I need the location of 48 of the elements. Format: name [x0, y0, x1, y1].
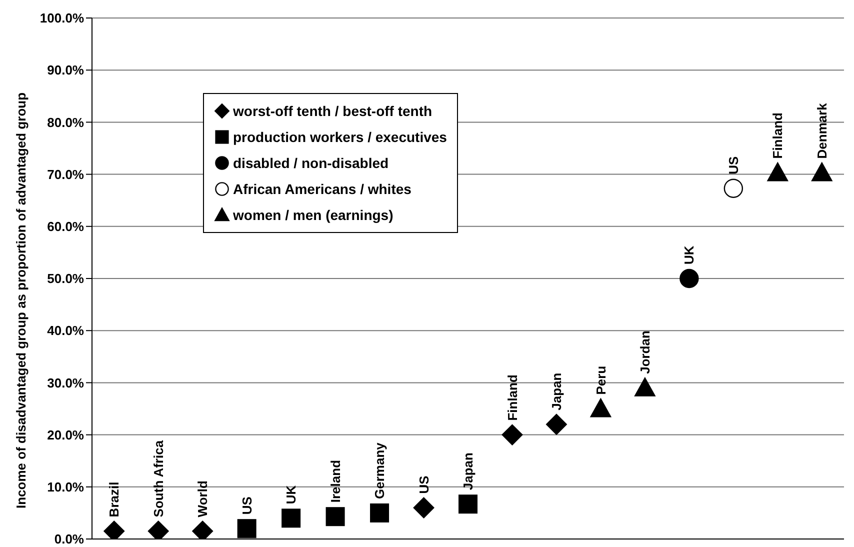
legend-label: disabled / non-disabled: [233, 155, 389, 171]
data-label: Ireland: [328, 460, 343, 503]
point: [458, 494, 478, 514]
data-label: US: [726, 156, 741, 174]
data-label: US: [239, 496, 254, 515]
y-tick-label: 90.0%: [47, 62, 84, 78]
point: [590, 398, 612, 418]
point: [370, 503, 390, 522]
point: [237, 519, 256, 538]
y-tick-label: 50.0%: [47, 271, 84, 286]
data-label: US: [416, 475, 432, 494]
y-tick-label: 40.0%: [47, 323, 84, 338]
data-label: Japan: [549, 372, 564, 410]
point: [811, 162, 832, 182]
data-label: UK: [682, 245, 697, 264]
point: [724, 178, 744, 198]
y-axis-title: Income of disadvantaged group as proportion of advantaged group: [14, 92, 29, 508]
data-label: Finland: [770, 112, 786, 159]
legend-label: women / men (earnings): [233, 207, 394, 223]
data-label: Finland: [504, 374, 520, 421]
point: [634, 377, 656, 396]
y-tick-label: 80.0%: [47, 114, 84, 130]
data-label: Jordan: [637, 330, 652, 374]
y-tick-label: 100.0%: [40, 10, 84, 26]
y-tick-label: 10.0%: [47, 480, 84, 495]
legend-label: production workers / executives: [233, 129, 447, 145]
legend-label: African Americans / whites: [233, 181, 412, 197]
data-label: Peru: [593, 366, 608, 395]
y-tick-label: 60.0%: [47, 219, 84, 234]
data-label: Germany: [372, 442, 388, 499]
data-label: Denmark: [814, 102, 830, 159]
y-tick-label: 20.0%: [47, 427, 84, 442]
point: [326, 507, 345, 526]
point: [413, 497, 434, 518]
legend-label: worst-off tenth / best-off tenth: [233, 103, 432, 119]
data-label: World: [195, 480, 210, 518]
point: [767, 162, 788, 182]
data-label: Japan: [460, 452, 476, 490]
point: [680, 268, 699, 288]
data-label: UK: [284, 484, 299, 504]
y-tick-label: 30.0%: [47, 375, 84, 390]
point: [546, 414, 567, 435]
point: [502, 424, 523, 446]
y-tick-label: 0.0%: [54, 532, 84, 547]
data-label: Brazil: [106, 482, 122, 518]
point: [282, 508, 301, 528]
data-label: South Africa: [150, 440, 166, 518]
y-tick-label: 70.0%: [47, 166, 84, 182]
